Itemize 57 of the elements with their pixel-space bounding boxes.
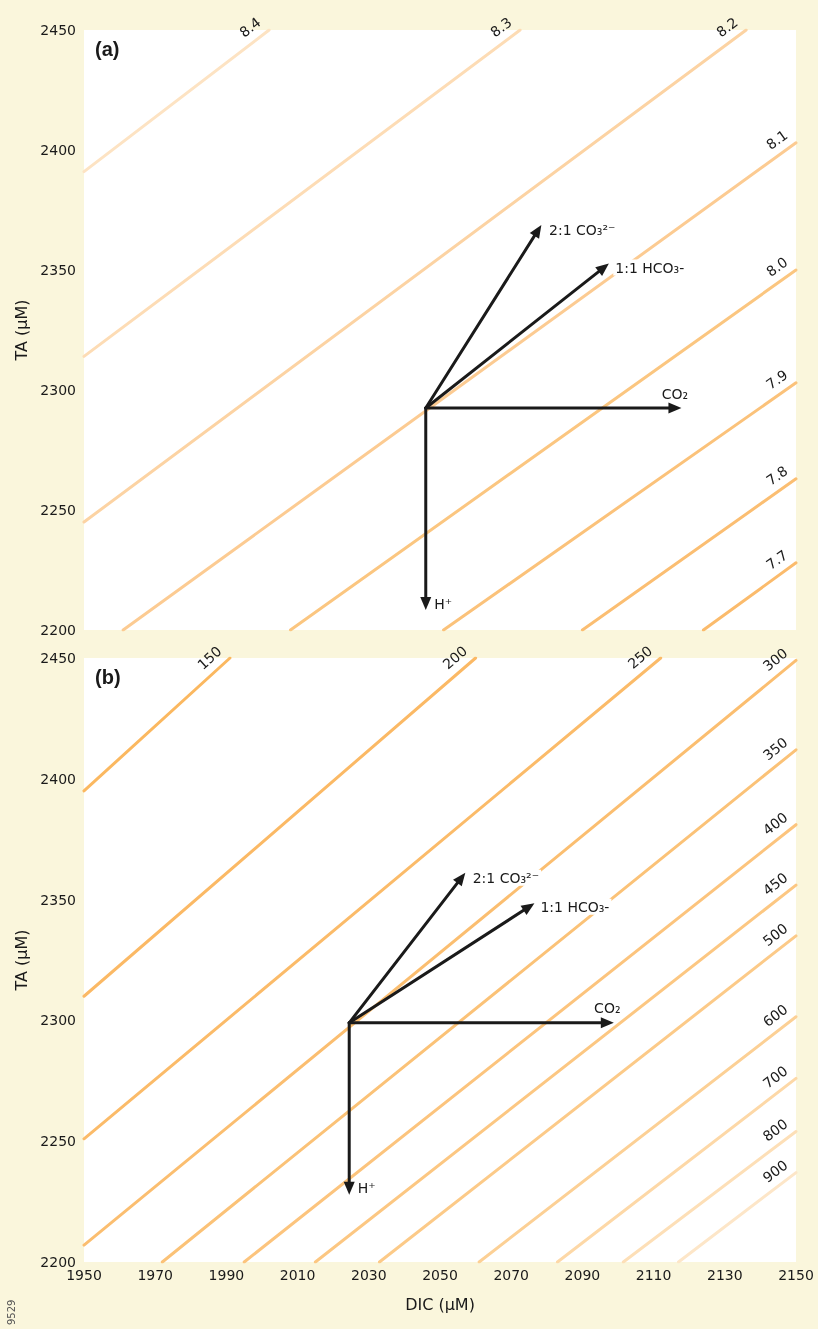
text: 600 [759, 1000, 791, 1030]
y-tick-label: 2350 [40, 262, 76, 278]
x-tick-label: 2130 [706, 1267, 743, 1283]
text: 7.7 [763, 546, 791, 573]
y-tick-label: 2450 [40, 22, 76, 38]
chart-title: (b) [95, 666, 121, 688]
y-tick-label: 2400 [40, 770, 76, 787]
series-label: CO₂ [594, 1000, 621, 1017]
text: 8.0 [763, 253, 791, 280]
text: 800 [759, 1115, 791, 1145]
text: 7.9 [763, 366, 791, 393]
text: 7.8 [763, 462, 791, 489]
y-axis-title: TA (μM) [11, 299, 31, 362]
y-tick-label: 2250 [40, 502, 76, 518]
x-tick-label: 2150 [778, 1267, 814, 1283]
text: 8.4 [236, 14, 264, 41]
x-tick-label: 2090 [564, 1267, 601, 1283]
text: 300 [759, 644, 791, 675]
text: 400 [759, 808, 791, 839]
series-label: 1:1 HCO₃- [615, 259, 685, 276]
series-label: H⁺ [357, 1180, 376, 1197]
text: 900 [759, 1156, 791, 1186]
text: 350 [759, 734, 791, 764]
x-tick-label: 2030 [350, 1267, 387, 1283]
series-label: CO₂ [661, 385, 689, 402]
text: 250 [624, 642, 656, 672]
x-axis-title: DIC (μM) [405, 1294, 475, 1314]
x-tick-label: 2010 [279, 1267, 316, 1283]
series-label: H⁺ [434, 595, 453, 612]
y-tick-label: 2450 [40, 650, 76, 666]
series-label: 1:1 HCO₃- [540, 898, 610, 915]
x-tick-label: 1950 [66, 1267, 102, 1283]
y-tick-label: 2400 [40, 142, 76, 158]
text: 150 [194, 642, 225, 673]
y-tick-label: 2250 [40, 1133, 76, 1150]
chart-title: (a) [95, 38, 120, 60]
text: 8.3 [487, 13, 515, 41]
x-tick-label: 1970 [137, 1267, 174, 1283]
text: 9529 [5, 1299, 17, 1325]
x-tick-label: 1990 [208, 1267, 245, 1283]
series-label: 2:1 CO₃²⁻ [549, 222, 616, 239]
text: 200 [439, 642, 471, 673]
y-tick-label: 2350 [40, 891, 76, 908]
text: 8.1 [763, 126, 791, 153]
series-label: 2:1 CO₃²⁻ [472, 869, 540, 886]
x-tick-label: 2110 [635, 1267, 672, 1283]
y-tick-label: 2200 [40, 622, 76, 638]
x-tick-label: 2050 [422, 1267, 458, 1283]
text: 700 [759, 1062, 791, 1092]
text: 8.2 [713, 13, 741, 41]
text: 500 [759, 920, 791, 950]
y-tick-label: 2300 [40, 1012, 76, 1029]
y-axis-title: TA (μM) [11, 929, 31, 992]
y-tick-label: 2200 [40, 1254, 76, 1270]
y-tick-label: 2300 [40, 382, 76, 398]
x-tick-label: 2070 [493, 1267, 530, 1283]
text: 450 [759, 869, 791, 899]
